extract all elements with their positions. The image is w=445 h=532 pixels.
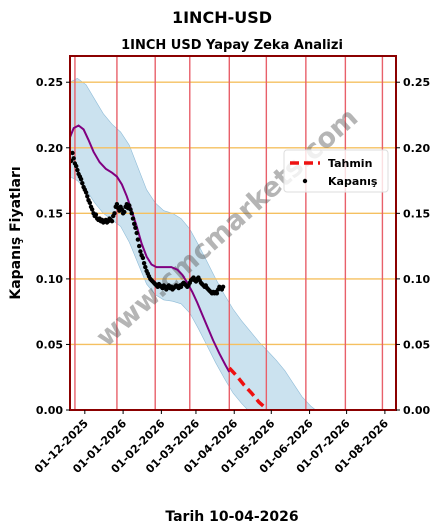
closing-point-59 bbox=[141, 261, 147, 266]
closing-point-33 bbox=[109, 219, 115, 224]
closing-point-58 bbox=[140, 255, 146, 261]
closing-point-12 bbox=[83, 190, 89, 195]
closing-point-35 bbox=[112, 211, 117, 216]
closing-point-55 bbox=[137, 243, 142, 249]
trend-line bbox=[69, 124, 231, 373]
closing-point-52 bbox=[133, 225, 138, 230]
closing-point-54 bbox=[135, 237, 141, 242]
closing-point-56 bbox=[138, 249, 143, 254]
page-title: 1INCH-USD bbox=[172, 8, 272, 27]
y-axis-label: Kapanış Fiyatları bbox=[8, 166, 24, 299]
x-axis-label: Tarih 10-04-2026 bbox=[165, 509, 298, 525]
closing-point-43 bbox=[122, 209, 127, 215]
y-tick-label-left-4: 0.20 bbox=[36, 142, 63, 155]
legend-label-0: Tahmin bbox=[328, 157, 372, 170]
closing-point-37 bbox=[114, 202, 120, 207]
closing-point-2 bbox=[71, 156, 76, 161]
y-tick-label-right-4: 0.20 bbox=[403, 142, 430, 155]
y-tick-label-right-0: 0.00 bbox=[403, 404, 430, 417]
y-tick-label-left-1: 0.05 bbox=[36, 338, 63, 351]
plot-frame bbox=[69, 55, 397, 411]
closing-point-47 bbox=[127, 203, 132, 208]
closing-point-5 bbox=[75, 167, 80, 173]
legend-label-1: Kapanış bbox=[328, 175, 378, 188]
y-tick-label-left-3: 0.15 bbox=[36, 207, 63, 220]
y-tick-label-right-3: 0.15 bbox=[403, 207, 430, 220]
closing-point-1 bbox=[70, 150, 75, 156]
closing-point-60 bbox=[143, 264, 148, 270]
forecast-line bbox=[228, 366, 268, 411]
closing-point-15 bbox=[87, 200, 93, 205]
y-tick-label-left-2: 0.10 bbox=[36, 273, 63, 286]
legend-swatch-closing bbox=[302, 178, 308, 184]
closing-point-4 bbox=[74, 163, 79, 169]
closing-point-49 bbox=[129, 211, 134, 216]
y-tick-label-right-1: 0.05 bbox=[403, 338, 430, 351]
confidence-band bbox=[69, 77, 317, 411]
chart-title: 1INCH USD Yapay Zeka Analizi bbox=[121, 38, 343, 53]
closing-point-123 bbox=[220, 284, 226, 289]
legend-box bbox=[283, 149, 389, 193]
closing-point-50 bbox=[130, 216, 136, 221]
closing-point-8 bbox=[78, 177, 84, 182]
y-tick-label-left-0: 0.00 bbox=[36, 404, 63, 417]
y-tick-label-right-2: 0.10 bbox=[403, 273, 430, 286]
closing-point-13 bbox=[85, 194, 90, 199]
y-tick-label-right-5: 0.25 bbox=[403, 76, 430, 89]
closing-point-51 bbox=[132, 221, 137, 226]
y-tick-label-left-5: 0.25 bbox=[36, 76, 63, 89]
closing-point-53 bbox=[134, 230, 139, 236]
closing-point-17 bbox=[90, 207, 95, 212]
closing-point-118 bbox=[214, 291, 220, 296]
closing-point-20 bbox=[93, 212, 99, 217]
closing-point-9 bbox=[80, 181, 85, 186]
closing-point-48 bbox=[128, 207, 133, 212]
